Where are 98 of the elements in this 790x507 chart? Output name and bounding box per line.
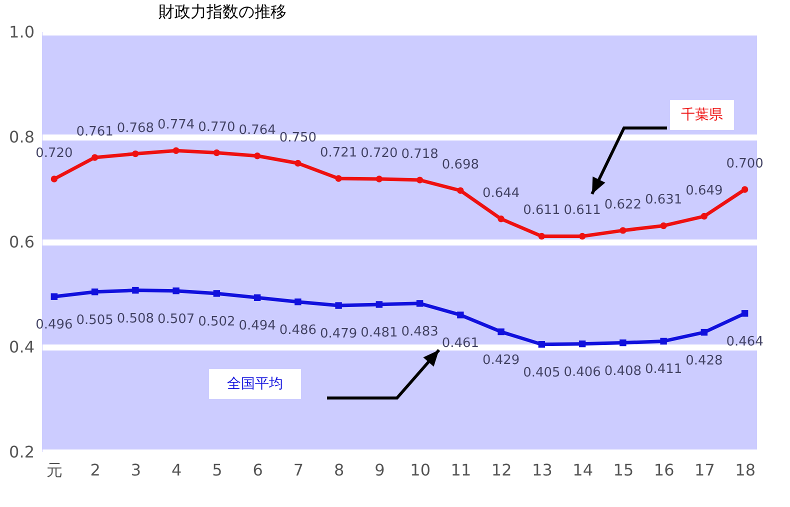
point xyxy=(335,175,342,182)
point xyxy=(254,152,261,160)
point xyxy=(294,160,302,167)
data-label: 0.750 xyxy=(279,130,317,146)
x-tick-label: 17 xyxy=(694,460,715,480)
point xyxy=(172,147,180,154)
point xyxy=(132,150,139,158)
point xyxy=(294,298,302,306)
x-tick-label: 14 xyxy=(572,460,593,480)
x-tick-label: 15 xyxy=(613,460,634,480)
data-label: 0.700 xyxy=(726,156,764,172)
x-tick-label: 4 xyxy=(171,460,182,480)
point xyxy=(254,294,261,302)
point xyxy=(376,176,383,182)
data-label: 0.411 xyxy=(644,362,682,378)
point xyxy=(700,328,708,336)
data-label: 0.611 xyxy=(523,203,560,218)
text: 全国平均 xyxy=(227,376,283,392)
data-label: 0.774 xyxy=(157,118,195,133)
data-label: 0.505 xyxy=(76,312,114,328)
data-label: 0.761 xyxy=(76,124,114,140)
data-label: 0.622 xyxy=(604,197,642,212)
data-label: 0.406 xyxy=(564,364,601,380)
chart-title: 財政力指数の推移 xyxy=(158,2,287,21)
x-tick-label: 18 xyxy=(735,460,756,480)
point xyxy=(91,288,98,296)
point xyxy=(498,328,504,336)
data-label: 0.611 xyxy=(564,203,601,218)
x-tick-label: 6 xyxy=(252,460,263,480)
data-label: 0.486 xyxy=(279,322,317,338)
x-tick-label: 5 xyxy=(212,460,222,480)
point xyxy=(538,341,546,348)
point xyxy=(50,293,58,300)
data-label: 0.408 xyxy=(604,364,642,379)
y-tick-label: 0.6 xyxy=(9,232,34,252)
x-tick-label: 7 xyxy=(293,460,304,480)
x-tick-label: 3 xyxy=(130,460,142,480)
data-label: 0.405 xyxy=(523,365,560,380)
point xyxy=(335,302,342,309)
data-label: 0.481 xyxy=(360,325,398,340)
x-tick-label: 2 xyxy=(90,460,100,480)
point xyxy=(700,212,708,220)
point xyxy=(498,216,504,222)
point xyxy=(132,286,139,294)
x-tick-label: 9 xyxy=(374,460,385,480)
point xyxy=(213,290,220,297)
point xyxy=(50,176,58,182)
point xyxy=(620,227,626,234)
point xyxy=(457,187,464,194)
point xyxy=(213,149,220,156)
data-label: 0.768 xyxy=(116,120,154,136)
y-tick-label: 0.2 xyxy=(9,442,34,462)
data-label: 0.770 xyxy=(198,120,236,135)
data-label: 0.649 xyxy=(686,183,723,198)
point xyxy=(578,232,586,240)
text: 千葉県 xyxy=(681,107,723,123)
data-label: 0.718 xyxy=(401,147,438,162)
data-label: 0.720 xyxy=(360,146,398,161)
point xyxy=(376,301,383,308)
point xyxy=(660,338,667,345)
point xyxy=(578,340,586,348)
point xyxy=(416,300,424,307)
data-label: 0.483 xyxy=(401,324,438,340)
data-label: 0.721 xyxy=(320,145,358,160)
data-label: 0.507 xyxy=(157,312,195,327)
data-label: 0.494 xyxy=(238,318,276,334)
x-tick-label: 8 xyxy=(334,460,344,480)
data-label: 0.429 xyxy=(482,352,520,368)
point xyxy=(172,287,180,294)
point xyxy=(660,222,667,230)
data-label: 0.720 xyxy=(36,146,73,161)
data-label: 0.508 xyxy=(116,311,154,326)
data-label: 0.764 xyxy=(238,122,276,138)
x-tick-label: 12 xyxy=(491,460,512,480)
x-tick-label: 16 xyxy=(654,460,674,480)
data-label: 0.496 xyxy=(36,318,73,333)
point xyxy=(538,232,546,240)
x-tick-label: 11 xyxy=(450,460,472,480)
x-tick-label: 元 xyxy=(46,460,63,480)
data-label: 0.461 xyxy=(442,336,480,351)
data-label: 0.502 xyxy=(198,314,236,330)
data-label: 0.631 xyxy=(644,192,682,208)
data-label: 0.479 xyxy=(320,326,358,342)
data-label: 0.698 xyxy=(442,158,480,173)
data-label: 0.644 xyxy=(482,186,520,201)
point xyxy=(91,154,98,161)
data-label: 0.464 xyxy=(726,334,764,350)
y-tick-label: 0.8 xyxy=(9,128,34,146)
point xyxy=(741,186,748,193)
x-tick-label: 13 xyxy=(532,460,552,480)
point xyxy=(741,310,748,317)
point xyxy=(416,176,424,184)
y-tick-label: 1.0 xyxy=(9,22,34,42)
y-tick-label: 0.4 xyxy=(9,338,34,356)
point xyxy=(620,339,626,346)
point xyxy=(457,312,464,318)
data-label: 0.428 xyxy=(686,353,723,368)
x-tick-label: 10 xyxy=(410,460,430,480)
